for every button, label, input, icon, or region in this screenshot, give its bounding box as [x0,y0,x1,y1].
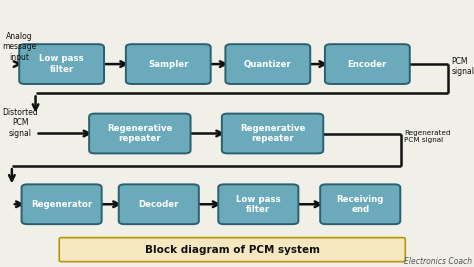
Text: Regenerated
PCM signal: Regenerated PCM signal [404,130,451,143]
FancyBboxPatch shape [89,114,191,153]
FancyBboxPatch shape [222,114,323,153]
Text: Receiving
end: Receiving end [337,195,384,214]
Text: Block diagram of PCM system: Block diagram of PCM system [145,245,320,255]
Text: Regenerative
repeater: Regenerative repeater [240,124,305,143]
Text: Quantizer: Quantizer [244,60,292,69]
FancyBboxPatch shape [320,184,400,224]
Text: Analog
message
input: Analog message input [2,32,36,62]
Text: Low pass
filter: Low pass filter [236,195,281,214]
FancyBboxPatch shape [218,184,299,224]
FancyBboxPatch shape [325,44,410,84]
FancyBboxPatch shape [225,44,310,84]
FancyBboxPatch shape [126,44,210,84]
Text: Regenerative
repeater: Regenerative repeater [107,124,173,143]
Text: Decoder: Decoder [138,200,179,209]
Text: Distorted
PCM
signal: Distorted PCM signal [2,108,38,138]
Text: Sampler: Sampler [148,60,189,69]
Text: Encoder: Encoder [347,60,387,69]
FancyBboxPatch shape [22,184,101,224]
Text: Regenerator: Regenerator [31,200,92,209]
Text: Electronics Coach: Electronics Coach [403,257,472,266]
FancyBboxPatch shape [19,44,104,84]
FancyBboxPatch shape [118,184,199,224]
Text: PCM
signal: PCM signal [452,57,474,76]
Text: Low pass
filter: Low pass filter [39,54,84,74]
FancyBboxPatch shape [59,238,405,262]
